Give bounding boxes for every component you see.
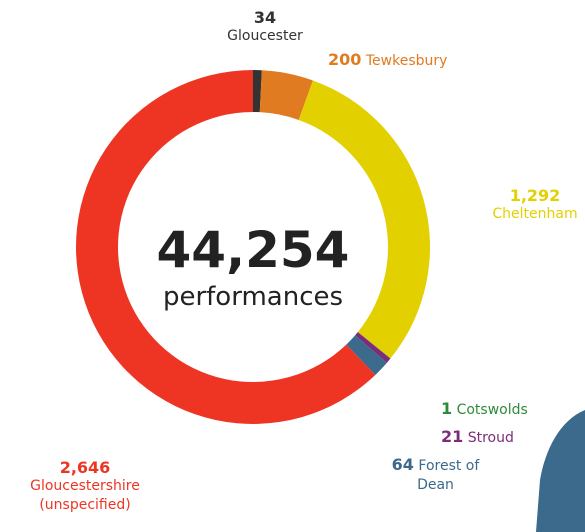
value-label: 34	[253, 8, 277, 27]
value-label: 1	[441, 399, 453, 418]
data-label: 1 Cotswolds	[441, 399, 581, 420]
category-label: Tewkesbury	[365, 53, 448, 69]
donut-slice	[355, 332, 391, 363]
data-label: 2,646 Gloucestershire (unspecified)	[20, 458, 150, 515]
data-label: 21 Stroud	[441, 427, 581, 448]
donut-slice	[357, 331, 391, 359]
category-label: Gloucestershire (unspecified)	[30, 478, 140, 513]
data-label: 64 Forest of Dean	[378, 455, 493, 495]
donut-slice	[346, 335, 387, 375]
value-label: 21	[441, 427, 464, 446]
value-label: 1,292	[509, 186, 561, 205]
category-label: Stroud	[467, 430, 514, 446]
value-label: 64	[391, 455, 414, 474]
center-value: 44,254	[156, 221, 350, 279]
data-label: 1,292 Cheltenham	[470, 186, 585, 224]
donut-slice	[76, 70, 376, 424]
value-label: 2,646	[59, 458, 111, 477]
category-label: Cheltenham	[492, 206, 578, 222]
center-label: performances	[162, 282, 344, 312]
data-label: 34 Gloucester	[195, 8, 335, 46]
category-label: Gloucester	[227, 28, 303, 44]
data-label: 200 Tewkesbury	[328, 50, 528, 71]
category-label: Cotswolds	[456, 402, 528, 418]
value-label: 200	[328, 50, 362, 69]
donut-slice	[259, 70, 313, 120]
donut-slice	[298, 80, 430, 359]
donut-slice	[253, 70, 262, 113]
category-label: Forest of Dean	[417, 458, 480, 493]
decoration	[536, 410, 585, 532]
